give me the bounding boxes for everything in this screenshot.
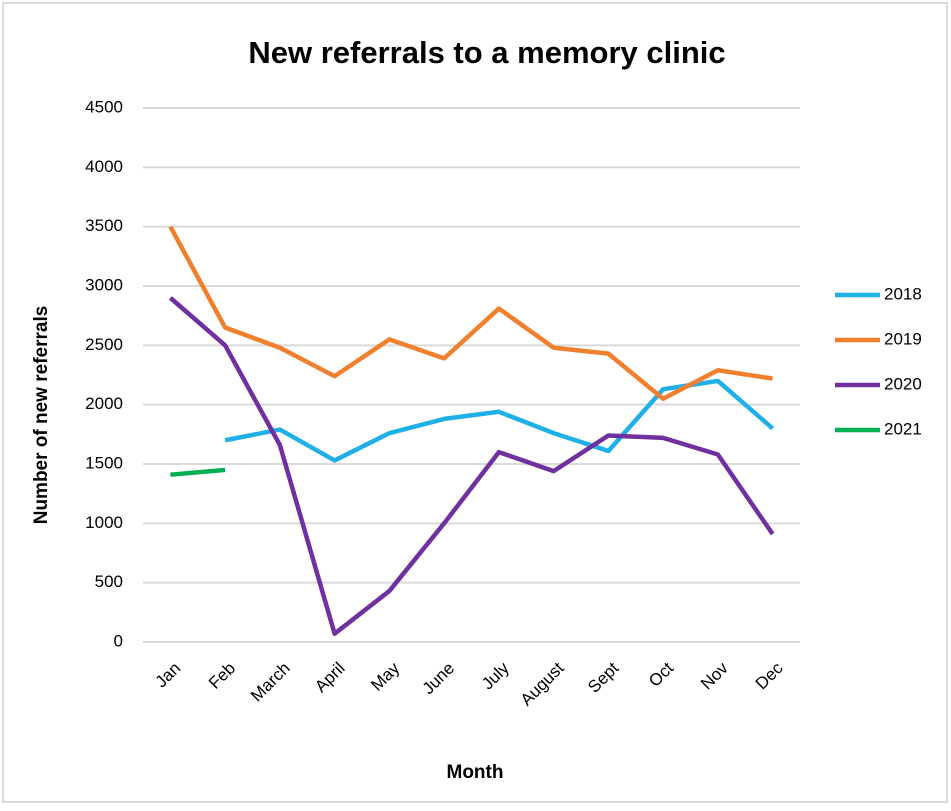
legend-label: 2020: [884, 374, 922, 393]
y-tick-label: 1500: [85, 453, 123, 472]
line-series: [224, 378, 775, 463]
line-series: [170, 467, 226, 477]
y-tick-label: 2500: [85, 335, 123, 354]
y-tick-label: 500: [95, 572, 123, 591]
line-series: [168, 225, 773, 401]
y-tick-label: 2000: [85, 394, 123, 413]
y-tick-label: 4000: [85, 157, 123, 176]
y-axis-label: Number of new referrals: [31, 306, 52, 525]
y-tick-label: 0: [114, 631, 123, 650]
y-tick-label: 4500: [85, 97, 123, 116]
x-axis-label: Month: [447, 762, 504, 783]
legend-label: 2021: [884, 419, 922, 438]
legend-label: 2019: [884, 329, 922, 348]
y-tick-label: 1000: [85, 513, 123, 532]
line-series: [168, 296, 775, 636]
chart-title: New referrals to a memory clinic: [248, 35, 725, 70]
y-tick-label: 3000: [85, 275, 123, 294]
y-tick-label: 3500: [85, 216, 123, 235]
legend-label: 2018: [884, 284, 922, 303]
